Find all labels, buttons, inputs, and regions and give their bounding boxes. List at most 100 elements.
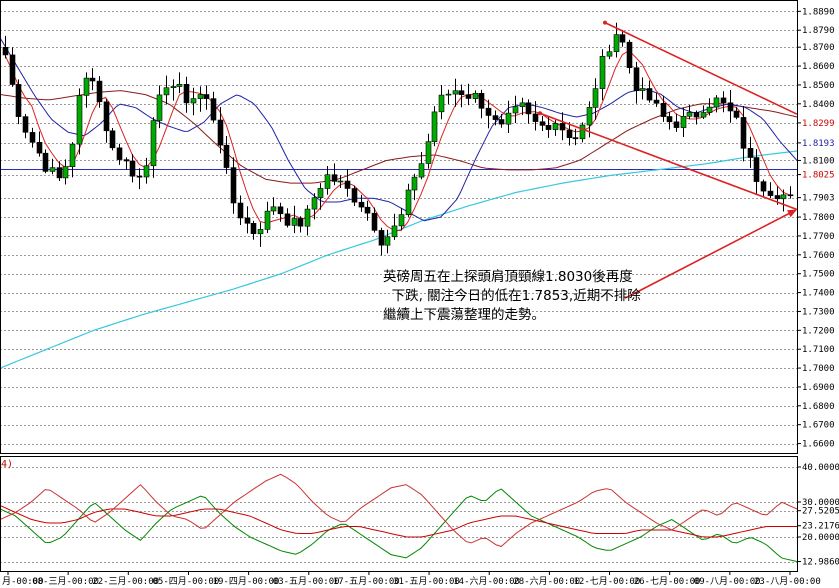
time-tick-label: 23-八月-00:00	[754, 576, 821, 587]
candle-body	[190, 98, 197, 104]
candle-body	[438, 94, 445, 113]
candle-body	[633, 67, 640, 91]
candle-body	[210, 98, 217, 121]
candle-body	[304, 208, 311, 227]
oscillator-line	[0, 473, 798, 547]
oscillator-tick-label: 40.0000	[802, 463, 839, 473]
candle-body	[492, 115, 499, 120]
candle-body	[183, 84, 190, 104]
candle-body	[431, 111, 438, 143]
candle-body	[176, 84, 183, 87]
candle-body	[680, 116, 687, 128]
candle-body	[297, 218, 304, 227]
candle-body	[552, 123, 559, 130]
candle-body	[230, 167, 237, 204]
moving-average-fast	[0, 37, 798, 232]
candle-body	[76, 95, 83, 145]
candle-body	[465, 94, 472, 99]
candle-body	[150, 120, 157, 167]
ma-slow-line	[0, 150, 798, 369]
oscillator-series	[0, 473, 798, 562]
oscillator-frame	[0, 456, 798, 572]
candle-body	[653, 99, 660, 104]
candle-body	[237, 202, 244, 219]
oscillator-tick-label: 12.9860	[802, 558, 839, 568]
price-tick-label: 1.8400	[802, 100, 835, 110]
candle-body	[358, 201, 365, 208]
time-tick-label: 22-三月-00:00	[92, 576, 159, 587]
oscillator-line	[0, 488, 798, 562]
time-tick-label: 14-六月-00:00	[453, 575, 520, 587]
trendline	[604, 21, 798, 115]
candle-body	[217, 119, 224, 146]
price-tick-label: 1.8500	[802, 81, 835, 91]
price-tick-label: 1.8700	[802, 43, 835, 53]
candle-body	[472, 93, 479, 99]
price-tick-label: 1.7100	[802, 345, 835, 355]
candle-body	[22, 116, 29, 133]
trendline-anchor	[603, 20, 607, 25]
price-tick-label: 1.8790	[802, 26, 835, 36]
candle-body	[774, 195, 781, 200]
annotation-line-1: 英磅周五在上探頭肩頂頸線1.8030後再度	[383, 269, 633, 285]
candle-body	[203, 94, 210, 99]
candle-body	[56, 167, 63, 179]
main-price-grid	[0, 11, 797, 445]
candle-body	[579, 124, 586, 140]
time-tick-label: 26-七月-00:00	[634, 576, 701, 587]
candle-body	[525, 102, 532, 115]
candle-body	[767, 190, 774, 196]
candle-body	[29, 132, 36, 143]
candle-body	[425, 141, 432, 164]
candle-body	[15, 84, 22, 117]
candle-body	[284, 213, 291, 226]
candle-body	[324, 174, 331, 189]
candle-body	[733, 110, 740, 118]
candle-body	[163, 87, 170, 96]
candle-body	[720, 97, 727, 104]
candle-body	[418, 163, 425, 178]
candle-body	[753, 157, 760, 182]
candle-body	[673, 121, 680, 128]
candle-body	[89, 77, 96, 82]
price-tick-label: 1.7400	[802, 289, 835, 299]
candle-body	[277, 206, 284, 215]
time-tick-label: 28-六月-00:00	[513, 575, 580, 587]
candle-body	[660, 103, 667, 117]
ma-short-line	[4, 49, 791, 232]
oscillator-tick-label: 23.2176	[802, 522, 839, 532]
trendline	[539, 112, 798, 211]
price-tick-label: 1.8193	[802, 139, 835, 149]
price-tick-label: 1.6600	[802, 440, 835, 450]
time-tick-label: 12-七月-00:00	[574, 576, 641, 587]
candle-body	[545, 125, 552, 130]
candle-body	[2, 46, 9, 56]
candle-body	[566, 129, 573, 138]
candle-body	[311, 197, 318, 210]
candlestick-series	[2, 22, 794, 256]
candle-body	[713, 97, 720, 108]
candle-body	[532, 113, 539, 122]
candle-body	[197, 94, 204, 99]
candle-body	[787, 194, 794, 197]
time-tick-label: 08-三月-00:00	[32, 576, 99, 587]
candle-body	[572, 137, 579, 140]
chart-frame	[0, 0, 798, 572]
price-tick-label: 1.7300	[802, 307, 835, 317]
candle-body	[405, 189, 412, 216]
candle-body	[223, 144, 230, 168]
candle-body	[760, 181, 767, 192]
candle-body	[42, 152, 49, 172]
time-tick-label: 09-八月-00:00	[694, 576, 761, 587]
candle-body	[331, 174, 338, 182]
price-tick-label: 1.8025	[802, 171, 835, 181]
candle-body	[639, 88, 646, 91]
candle-body	[317, 188, 324, 198]
candle-body	[700, 112, 707, 118]
candle-body	[371, 212, 378, 231]
candle-body	[740, 117, 747, 149]
price-tick-label: 1.8890	[802, 7, 835, 17]
candle-body	[458, 90, 465, 95]
